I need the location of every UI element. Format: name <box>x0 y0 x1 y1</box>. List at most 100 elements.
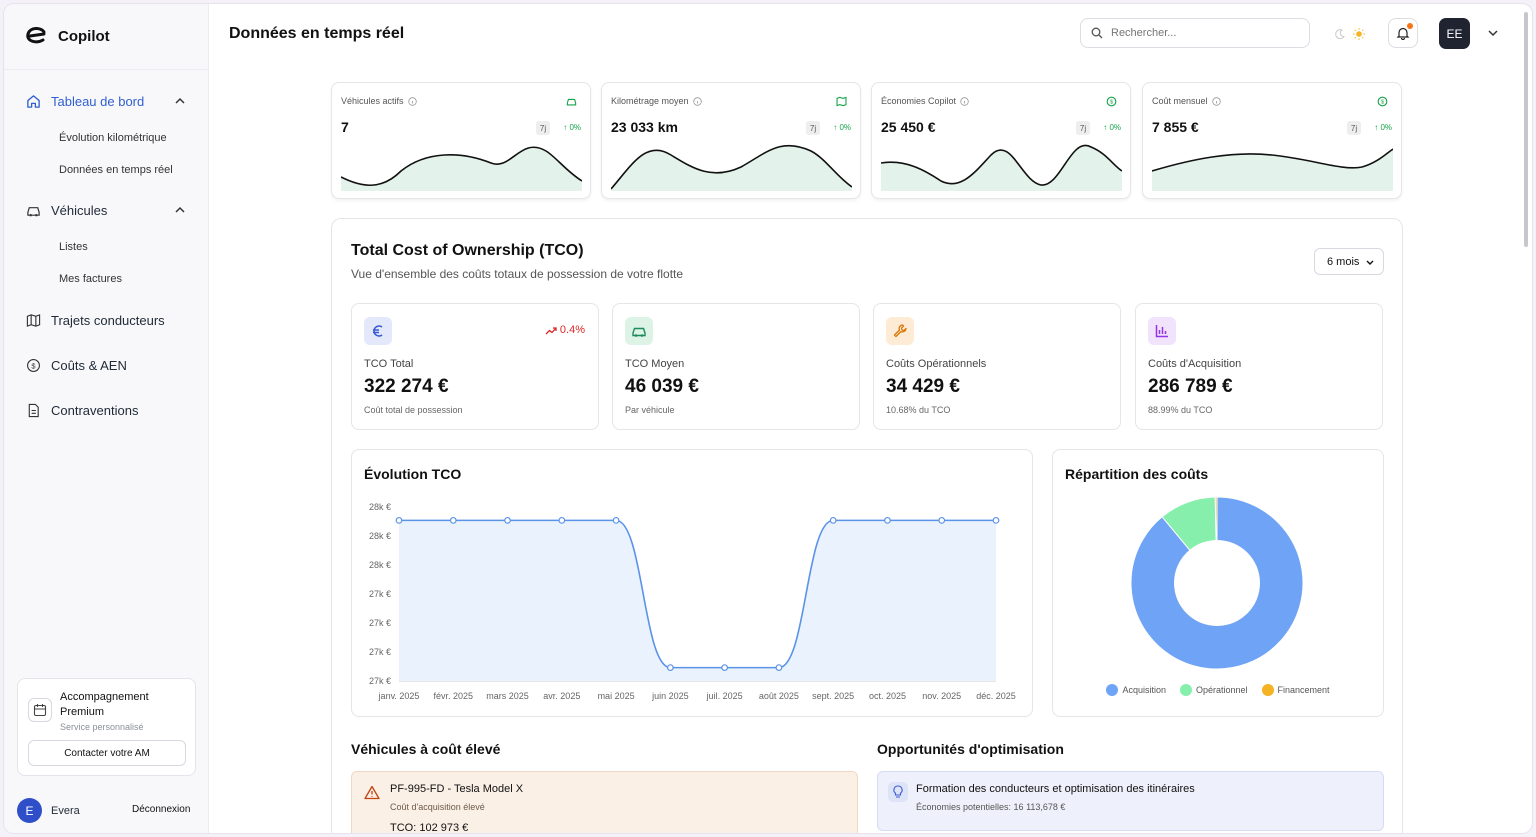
info-icon[interactable] <box>960 96 969 106</box>
avatar[interactable]: EE <box>1439 18 1470 49</box>
data-point[interactable] <box>938 516 946 524</box>
x-tick-label: août 2025 <box>759 691 799 701</box>
car-icon <box>566 98 577 106</box>
map-icon <box>836 96 847 107</box>
user-profile[interactable]: E Evera <box>17 798 80 823</box>
x-tick-label: mars 2025 <box>486 691 529 701</box>
search-input[interactable] <box>1111 27 1291 39</box>
avatar: E <box>17 798 42 823</box>
chevron-down-icon[interactable] <box>1486 26 1500 40</box>
data-point[interactable] <box>992 516 1000 524</box>
legend-item[interactable]: Opérationnel <box>1179 684 1248 696</box>
legend-item[interactable]: Acquisition <box>1106 684 1166 696</box>
bar-chart-icon <box>1148 317 1176 345</box>
y-tick-label: 27k € <box>369 647 391 657</box>
optimization-title: Opportunités d'optimisation <box>877 741 1064 757</box>
chevron-up-icon[interactable] <box>174 95 186 107</box>
data-point[interactable] <box>666 664 674 672</box>
x-tick-label: déc. 2025 <box>976 691 1016 701</box>
cost-donut-chart <box>1130 496 1304 670</box>
sidebar-subitem-invoices[interactable]: Mes factures <box>59 273 122 285</box>
x-tick-label: avr. 2025 <box>543 691 580 701</box>
notifications-button[interactable] <box>1388 18 1418 48</box>
logout-button[interactable]: Déconnexion <box>132 804 191 815</box>
kpi-card-savings: Économies Copilot $ 25 450 € 7j ↑ 0% <box>871 82 1131 199</box>
theme-toggle[interactable] <box>1334 25 1370 43</box>
x-tick-label: nov. 2025 <box>922 691 961 701</box>
search-icon <box>1091 27 1103 39</box>
sidebar-item-fines[interactable]: Contraventions <box>26 403 186 418</box>
svg-text:$: $ <box>1381 100 1384 106</box>
data-point[interactable] <box>504 516 511 524</box>
data-point[interactable] <box>775 664 783 672</box>
pie-slice[interactable] <box>1130 496 1304 670</box>
sidebar-item-trips[interactable]: Trajets conducteurs <box>26 313 186 328</box>
kpi-period: 7j <box>1076 121 1090 135</box>
stat-label: TCO Moyen <box>625 358 685 370</box>
tco-subtitle: Vue d'ensemble des coûts totaux de posse… <box>351 267 684 281</box>
sidebar-subitem-lists[interactable]: Listes <box>59 241 88 253</box>
kpi-period: 7j <box>806 121 820 135</box>
y-tick-label: 28k € <box>369 560 391 570</box>
data-point[interactable] <box>612 516 620 524</box>
data-point[interactable] <box>884 516 891 524</box>
kpi-label: Kilométrage moyen <box>611 96 702 106</box>
contact-am-button[interactable]: Contacter votre AM <box>28 740 186 766</box>
sidebar-item-label: Contraventions <box>51 403 139 418</box>
sidebar-divider <box>4 69 209 70</box>
chart-title: Répartition des coûts <box>1065 466 1209 482</box>
data-point[interactable] <box>558 516 566 524</box>
stat-label: Coûts Opérationnels <box>886 358 987 370</box>
y-tick-label: 28k € <box>369 502 391 512</box>
stat-label: Coûts d'Acquisition <box>1148 358 1242 370</box>
data-point[interactable] <box>829 516 837 524</box>
sparkline <box>1152 148 1393 191</box>
moon-icon[interactable] <box>1334 28 1346 40</box>
optimization-card[interactable]: Formation des conducteurs et optimisatio… <box>877 771 1384 831</box>
data-point[interactable] <box>449 516 457 524</box>
chevron-up-icon[interactable] <box>174 204 186 216</box>
y-tick-label: 27k € <box>369 676 391 686</box>
y-tick-label: 27k € <box>369 589 391 599</box>
sidebar: Copilot Tableau de bord Évolution kilomé… <box>4 4 209 833</box>
stat-card-operational: Coûts Opérationnels 34 429 € 10.68% du T… <box>873 303 1121 430</box>
x-tick-label: juin 2025 <box>651 691 689 701</box>
kpi-value: 23 033 km <box>611 119 678 135</box>
info-icon[interactable] <box>407 96 417 106</box>
info-icon[interactable] <box>692 96 702 106</box>
tco-line-chart: 28k € 28k € 28k € 27k € 27k € 27k € 27k € janv.… <box>369 502 1016 701</box>
kpi-card-mileage: Kilométrage moyen 23 033 km 7j ↑ 0% <box>601 82 861 199</box>
car-icon <box>625 317 653 345</box>
kpi-label: Coût mensuel <box>1152 96 1221 106</box>
stat-label: TCO Total <box>364 358 414 370</box>
sidebar-subitem-realtime[interactable]: Données en temps réel <box>59 164 173 176</box>
info-icon[interactable] <box>1211 96 1221 106</box>
x-tick-label: sept. 2025 <box>812 691 854 701</box>
premium-subtitle: Service personnalisé <box>60 722 144 732</box>
euro-icon <box>364 317 392 345</box>
sidebar-item-costs[interactable]: $ Coûts & AEN <box>26 358 186 373</box>
data-point[interactable] <box>721 664 729 672</box>
data-point[interactable] <box>395 516 403 524</box>
sparkline <box>881 144 1122 191</box>
kpi-card-monthly-cost: Coût mensuel $ 7 855 € 7j ↑ 0% <box>1142 82 1402 199</box>
sidebar-item-vehicles[interactable]: Véhicules <box>26 203 186 218</box>
sun-icon[interactable] <box>1352 27 1366 41</box>
high-cost-vehicle-card[interactable]: PF-995-FD - Tesla Model X Coût d'acquisi… <box>351 771 858 833</box>
stat-value: 322 274 € <box>364 376 449 397</box>
chevron-down-icon <box>1366 260 1374 265</box>
dollar-icon: $ <box>1106 96 1117 107</box>
dollar-icon: $ <box>1377 96 1388 107</box>
area-fill <box>399 520 996 681</box>
optimization-name: Formation des conducteurs et optimisatio… <box>916 783 1195 795</box>
stat-card-acquisition: Coûts d'Acquisition 286 789 € 88.99% du … <box>1135 303 1383 430</box>
search-box[interactable] <box>1080 18 1310 48</box>
period-select[interactable]: 6 mois <box>1314 248 1384 275</box>
scrollbar[interactable] <box>1524 12 1528 247</box>
logo[interactable]: Copilot <box>24 26 110 46</box>
legend-item[interactable]: Financement <box>1261 684 1330 696</box>
wrench-icon <box>886 317 914 345</box>
trend-indicator: 0.4% <box>545 324 585 336</box>
sidebar-subitem-mileage[interactable]: Évolution kilométrique <box>59 132 167 144</box>
sidebar-item-dashboard[interactable]: Tableau de bord <box>26 94 186 109</box>
